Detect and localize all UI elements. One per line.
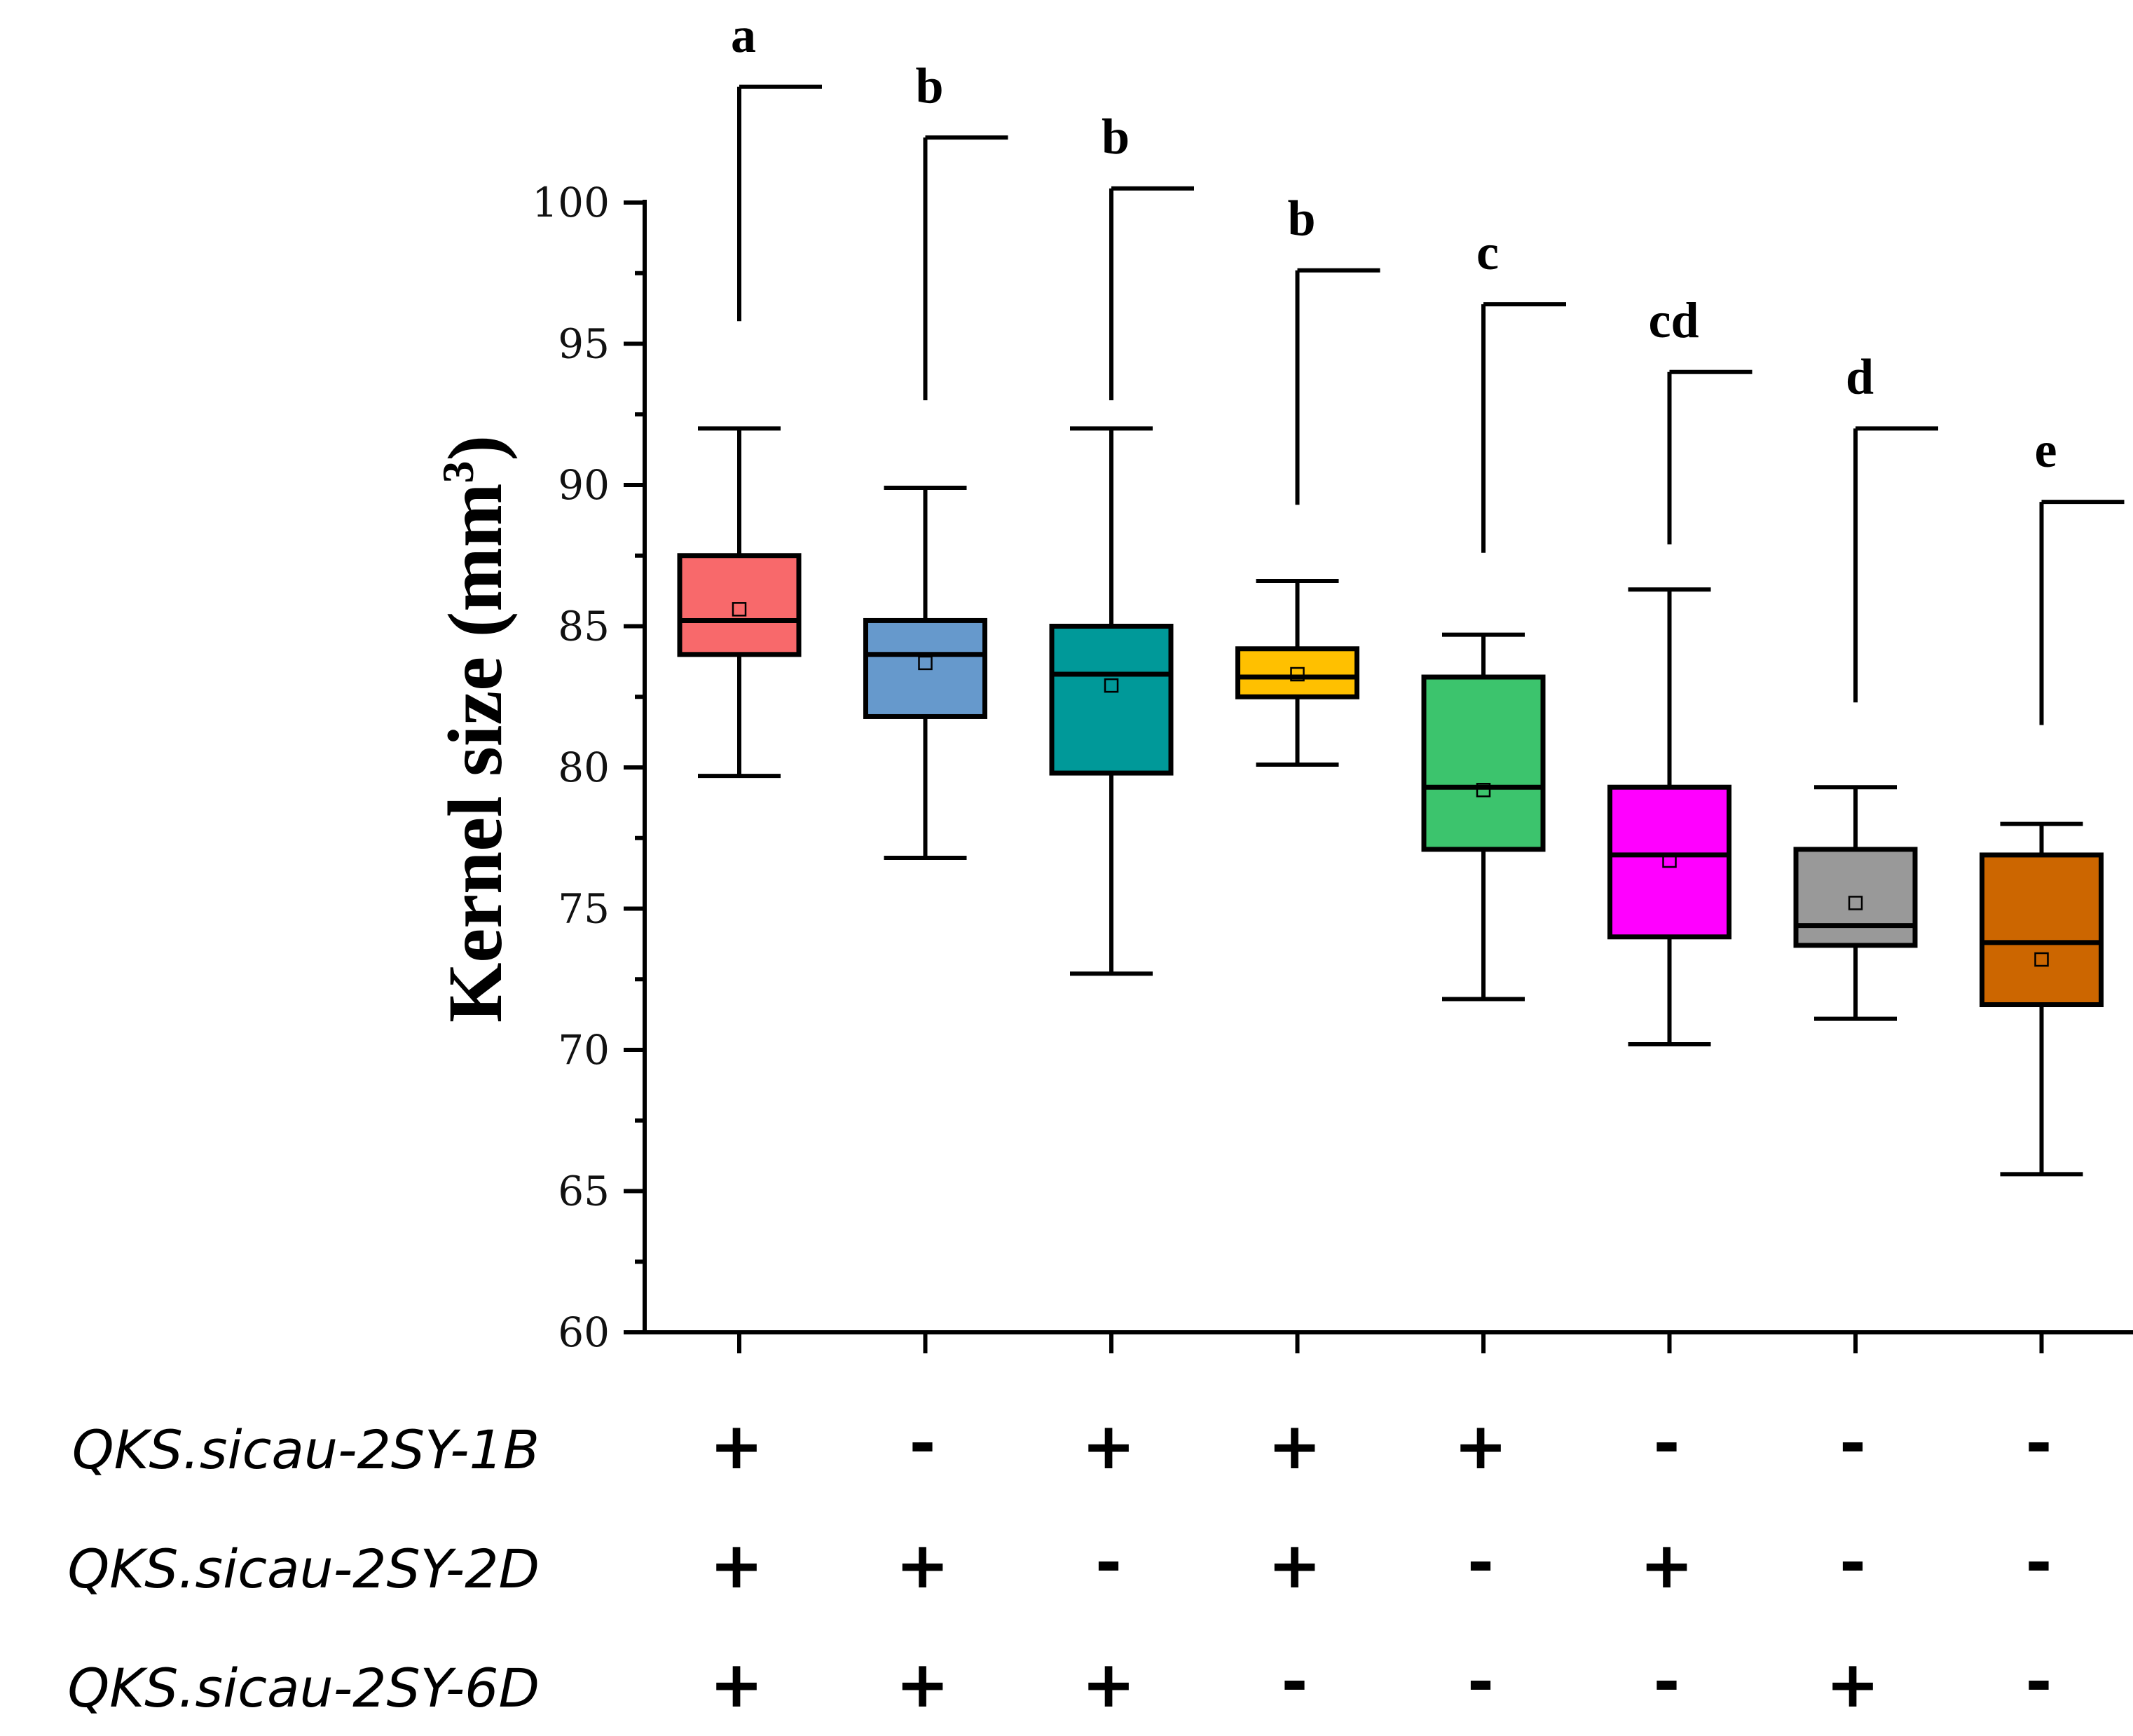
iqr-box	[1235, 646, 1359, 699]
minus-sign: -	[1653, 1406, 1680, 1481]
plus-sign: +	[1453, 1409, 1507, 1484]
mean-marker	[1476, 782, 1491, 798]
plus-sign: +	[1081, 1647, 1135, 1722]
y-tick-label: 65	[558, 1168, 610, 1215]
plus-sign: +	[896, 1528, 949, 1603]
boxes	[677, 84, 2125, 1177]
genotype-row-label: QKS.sicau-2SY-6D	[67, 1657, 540, 1719]
significance-letter: b	[1102, 109, 1130, 165]
minus-sign: -	[1281, 1644, 1308, 1719]
box-group-6	[1607, 369, 1753, 1046]
genotype-row-label: QKS.sicau-2SY-1B	[72, 1419, 540, 1481]
mean-marker	[732, 602, 747, 617]
plus-sign: +	[1268, 1528, 1322, 1603]
minus-sign: -	[1095, 1525, 1122, 1600]
y-tick-label: 85	[558, 603, 610, 650]
significance-letter: b	[1287, 191, 1315, 247]
mean-marker	[1662, 853, 1677, 868]
mean-marker	[918, 655, 933, 671]
minus-sign: -	[2025, 1525, 2052, 1600]
y-ticks: 60 65 70 75 80 85 90 95 100	[532, 179, 2044, 1356]
plus-sign: +	[709, 1528, 763, 1603]
minus-sign: -	[909, 1406, 935, 1481]
minus-sign: -	[1839, 1525, 1866, 1600]
significance-letter: a	[731, 7, 756, 63]
y-tick-label: 60	[558, 1308, 610, 1356]
iqr-box	[1980, 852, 2104, 1008]
box-group-8	[1980, 500, 2125, 1177]
significance-letter: d	[1846, 348, 1874, 404]
iqr-box	[677, 553, 802, 657]
genotype-row-label: QKS.sicau-2SY-2D	[67, 1538, 540, 1600]
y-tick-label: 80	[558, 744, 610, 791]
y-axis-label: Kernel size (mm3)	[432, 435, 518, 1023]
genotype-table: QKS.sicau-2SY-1B + - + + + - - - QKS.sicau-2SY-2D…	[67, 1406, 2052, 1722]
iqr-box	[1049, 624, 1174, 776]
minus-sign: -	[1653, 1644, 1680, 1719]
mean-marker	[1290, 667, 1305, 682]
plus-sign: +	[1640, 1528, 1694, 1603]
mean-marker	[2034, 952, 2049, 967]
significance-letter: c	[1476, 224, 1499, 280]
plus-sign: +	[1081, 1409, 1135, 1484]
box-group-4	[1235, 268, 1380, 767]
box-group-1	[677, 84, 822, 779]
y-tick-label: 75	[558, 885, 610, 933]
minus-sign: -	[1467, 1525, 1494, 1600]
plus-sign: +	[709, 1409, 763, 1484]
plus-sign: +	[709, 1647, 763, 1722]
mean-marker	[1848, 896, 1863, 910]
y-tick-label: 90	[558, 461, 610, 509]
plus-sign: +	[896, 1647, 949, 1722]
minus-sign: -	[1839, 1406, 1866, 1481]
box-group-3	[1049, 186, 1194, 976]
axes	[624, 200, 2133, 1334]
iqr-box	[1607, 784, 1731, 940]
minus-sign: -	[2025, 1644, 2052, 1719]
minus-sign: -	[2025, 1406, 2052, 1481]
significance-letter: e	[2035, 422, 2057, 478]
box-group-5	[1421, 302, 1566, 1002]
plus-sign: +	[1268, 1409, 1322, 1484]
minus-sign: -	[1467, 1644, 1494, 1719]
y-axis-title-close: )	[432, 435, 518, 461]
y-tick-label: 100	[532, 179, 610, 226]
y-axis-title: Kernel size (mm3)	[432, 435, 518, 1023]
y-axis-title-main: Kernel size (mm	[432, 483, 518, 1023]
plus-sign: +	[1825, 1647, 1879, 1722]
y-axis-title-superscript: 3	[433, 460, 483, 483]
iqr-box	[1421, 674, 1546, 852]
mean-marker	[1104, 678, 1119, 693]
significance-letter: b	[915, 57, 943, 114]
box-group-2	[863, 135, 1008, 860]
y-tick-label: 95	[558, 320, 610, 368]
significance-letter: cd	[1649, 292, 1699, 348]
significance-letters: a b b b c cd d e	[731, 7, 2057, 478]
box-group-7	[1793, 426, 1938, 1021]
y-tick-label: 70	[558, 1026, 610, 1074]
